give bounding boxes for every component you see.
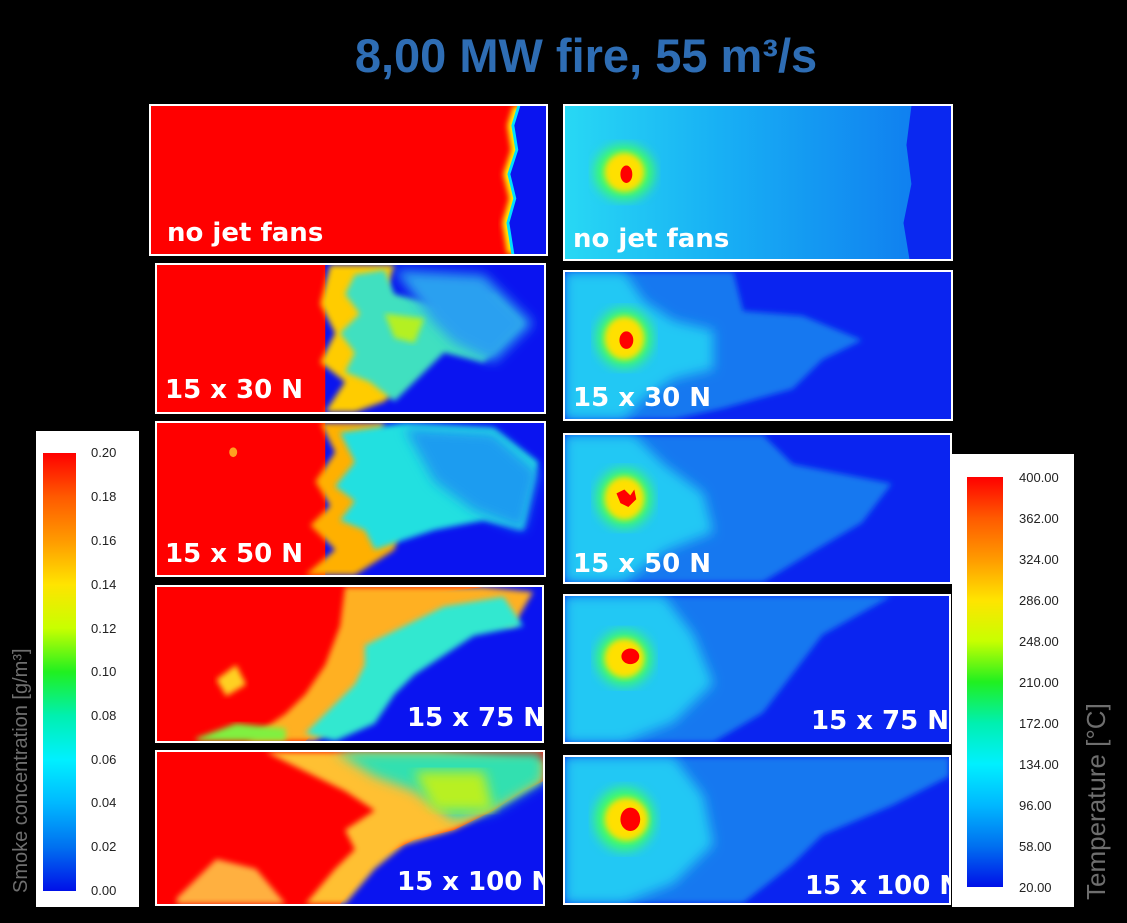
colorbar-tick: 0.14 — [91, 577, 117, 592]
temperature-heatmap — [565, 435, 892, 582]
scenario-label: no jet fans — [167, 218, 324, 248]
colorbar-tick: 0.00 — [91, 883, 117, 898]
colorbar-tick: 0.18 — [91, 489, 117, 504]
temperature-heatmap — [565, 106, 951, 259]
colorbar-tick: 20.00 — [1019, 880, 1052, 895]
temperature-colorbar — [967, 477, 1003, 887]
temperature-panel-15x100: 15 x 100 N — [563, 755, 951, 905]
temperature-panel-15x30: 15 x 30 N — [563, 270, 953, 421]
colorbar-tick: 324.00 — [1019, 552, 1059, 567]
temperature-panel-15x50: 15 x 50 N — [563, 433, 952, 584]
colorbar-tick: 172.00 — [1019, 716, 1059, 731]
colorbar-tick: 0.10 — [91, 664, 117, 679]
scenario-label: 15 x 30 N — [165, 375, 304, 405]
smoke-panel-15x50: 15 x 50 N — [155, 421, 546, 577]
colorbar-tick: 400.00 — [1019, 470, 1059, 485]
colorbar-tick: 362.00 — [1019, 511, 1059, 526]
scenario-label: 15 x 50 N — [573, 549, 712, 579]
smoke-heatmap — [502, 106, 546, 254]
temperature-panel-15x75: 15 x 75 N — [563, 594, 951, 744]
colorbar-tick: 210.00 — [1019, 675, 1059, 690]
temperature-colorbar-legend: 400.00 362.00 324.00 286.00 248.00 210.0… — [952, 454, 1074, 907]
colorbar-tick: 248.00 — [1019, 634, 1059, 649]
scenario-label: 15 x 30 N — [573, 383, 712, 413]
scenario-label: 15 x 100 N — [397, 867, 545, 897]
smoke-heatmap — [320, 265, 544, 412]
colorbar-tick: 286.00 — [1019, 593, 1059, 608]
colorbar-tick: 58.00 — [1019, 839, 1052, 854]
colorbar-tick: 96.00 — [1019, 798, 1052, 813]
scenario-label: 15 x 75 N — [811, 706, 950, 736]
scenario-label: no jet fans — [573, 224, 730, 254]
colorbar-tick: 0.20 — [91, 445, 117, 460]
scenario-label: 15 x 50 N — [165, 539, 304, 569]
smoke-heatmap — [176, 752, 543, 904]
colorbar-tick: 0.04 — [91, 795, 117, 810]
smoke-colorbar-legend: 0.20 0.18 0.16 0.14 0.12 0.10 0.08 0.06 … — [36, 431, 139, 907]
colorbar-tick: 0.08 — [91, 708, 117, 723]
scenario-label: 15 x 75 N — [407, 703, 544, 733]
temperature-heatmap — [565, 272, 862, 419]
colorbar-tick: 0.06 — [91, 752, 117, 767]
temperature-heatmap — [565, 757, 949, 903]
smoke-panel-15x75: 15 x 75 N — [155, 585, 544, 743]
temperature-heatmap — [565, 596, 892, 742]
smoke-colorbar-title: Smoke concentration [g/m³] — [10, 648, 32, 893]
colorbar-tick: 0.02 — [91, 839, 117, 854]
smoke-panel-15x100: 15 x 100 N — [155, 750, 545, 906]
smoke-heatmap — [229, 423, 544, 575]
colorbar-tick: 134.00 — [1019, 757, 1059, 772]
colorbar-tick: 0.12 — [91, 621, 117, 636]
page-title: 8,00 MW fire, 55 m³/s — [354, 29, 818, 82]
temperature-panel-no-jet-fans: no jet fans — [563, 104, 953, 261]
smoke-heatmap — [196, 587, 542, 741]
smoke-panel-15x30: 15 x 30 N — [155, 263, 546, 414]
colorbar-tick: 0.16 — [91, 533, 117, 548]
smoke-colorbar — [43, 453, 76, 891]
smoke-panel-no-jet-fans: no jet fans — [149, 104, 548, 256]
temperature-colorbar-title: Temperature [°C] — [1081, 703, 1111, 900]
scenario-label: 15 x 100 N — [805, 871, 951, 901]
